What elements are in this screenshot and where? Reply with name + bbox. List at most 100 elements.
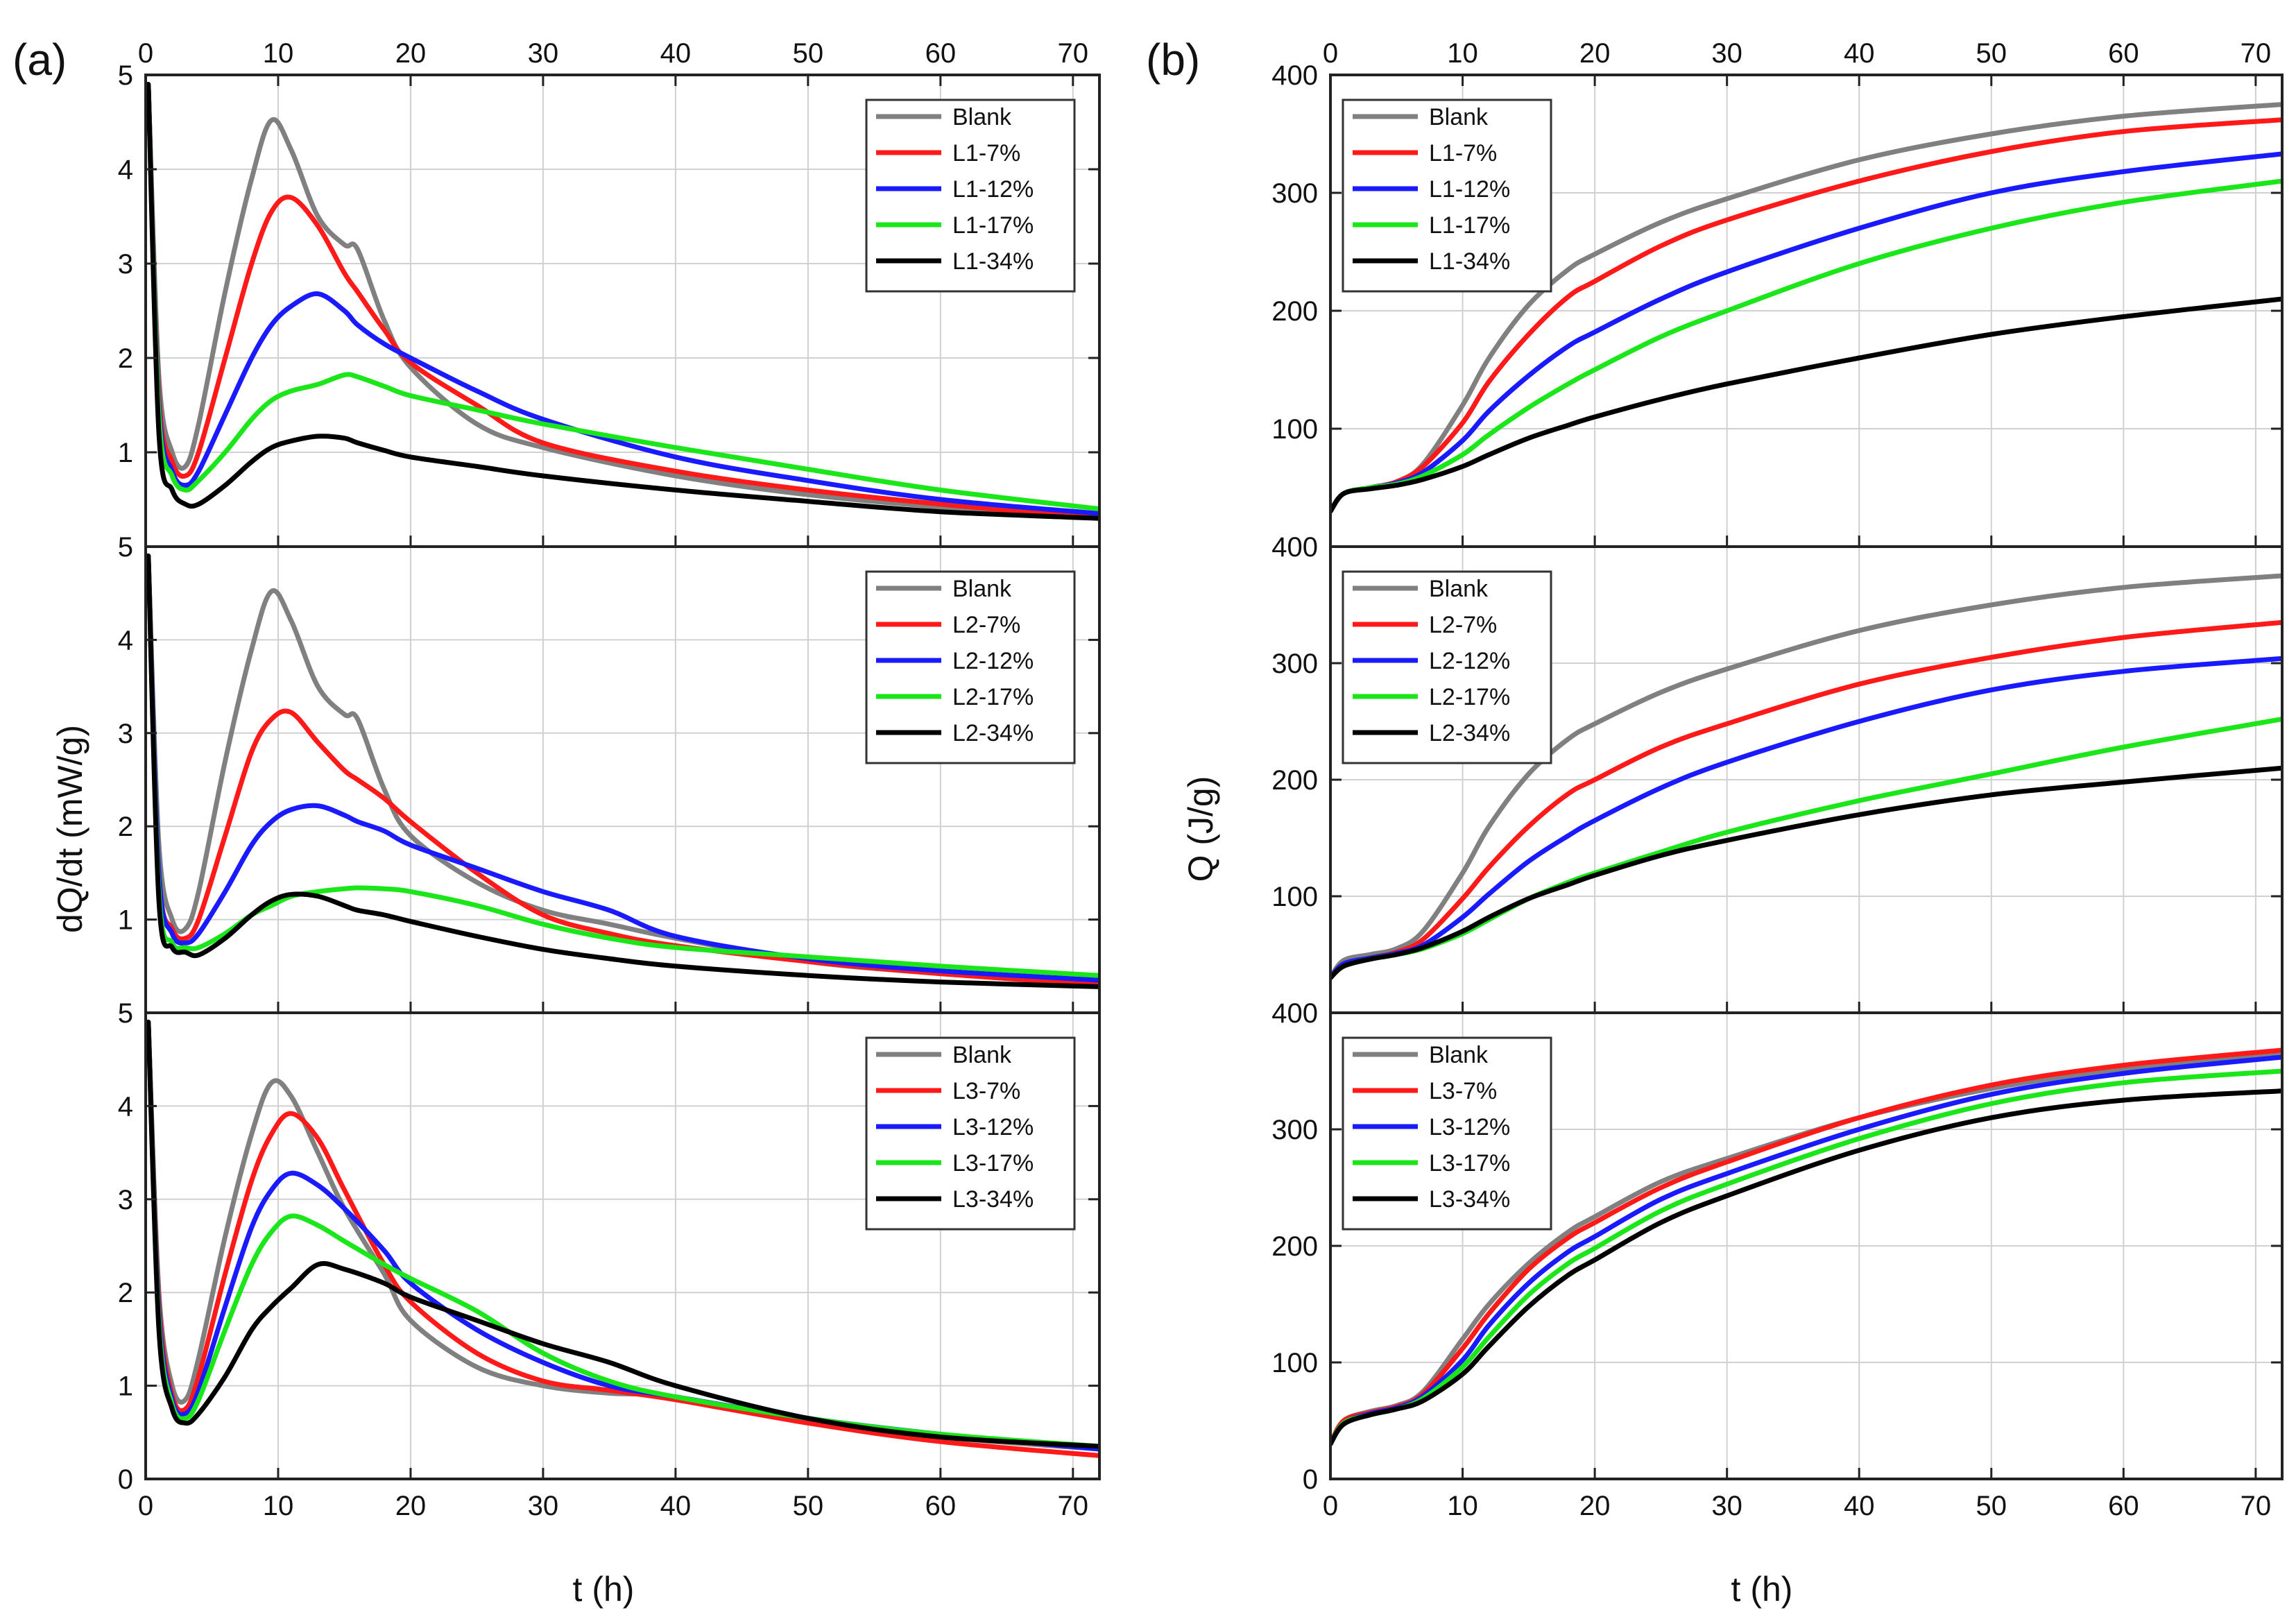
- legend-label: L1-17%: [952, 212, 1034, 239]
- legend: Blank L3-7% L3-12% L3-17% L3-34%: [1342, 1036, 1552, 1231]
- y-tick-label: 300: [1271, 649, 1318, 679]
- x-tick-label-top: 50: [793, 38, 824, 69]
- legend-label: L1-7%: [952, 140, 1020, 166]
- x-tick-label-top: 20: [395, 38, 427, 69]
- y-tick-label: 4: [118, 1091, 133, 1122]
- series-line-blank: [146, 82, 1099, 521]
- x-tick-label: 50: [793, 1491, 824, 1521]
- y-tick-label: 5: [118, 532, 133, 563]
- legend-label: L1-34%: [1429, 248, 1510, 275]
- legend: Blank L1-7% L1-12% L1-17% L1-34%: [1342, 99, 1552, 293]
- chart-a2: 1 2 3 4 5 Blank L2-7% L2-12% L2-17% L2-34%: [118, 532, 1101, 1014]
- x-tick-label: 50: [1976, 1491, 2007, 1521]
- x-tick-label: 10: [1447, 1491, 1478, 1521]
- x-tick-label-top: 50: [1976, 38, 2007, 69]
- legend: Blank L3-7% L3-12% L3-17% L3-34%: [865, 1036, 1076, 1231]
- y-tick-label: 4: [118, 155, 133, 185]
- x-tick-label: 0: [138, 1491, 153, 1521]
- x-tick-label-top: 40: [1844, 38, 1875, 69]
- y-tick-label: 200: [1271, 765, 1318, 796]
- series-line-l2-17pct: [146, 553, 1099, 978]
- x-tick-label-top: 20: [1579, 38, 1611, 69]
- legend-label: L2-17%: [952, 684, 1034, 710]
- legend-label: L3-12%: [952, 1114, 1034, 1140]
- chart-a1: 1 2 3 4 50 10 20 30 40 50 60 70 Blank L1-7% L1-12% L1-1…: [118, 38, 1101, 548]
- legend-label: Blank: [1429, 1042, 1489, 1068]
- legend: Blank L2-7% L2-12% L2-17% L2-34%: [1342, 570, 1552, 764]
- series-line-l3-34pct: [1330, 1088, 2282, 1447]
- x-tick-label-top: 10: [1447, 38, 1478, 69]
- series-line-l1-34pct: [1330, 296, 2282, 514]
- y-tick-label: 3: [118, 719, 133, 749]
- x-tick-label-top: 70: [2241, 38, 2272, 69]
- y-tick-label: 4: [118, 625, 133, 656]
- plot-frame: [144, 1011, 1101, 1480]
- y-tick-label: 400: [1271, 60, 1318, 91]
- y-tick-label: 300: [1271, 178, 1318, 209]
- legend: Blank L1-7% L1-12% L1-17% L1-34%: [865, 99, 1076, 293]
- x-tick-label: 20: [395, 1491, 427, 1521]
- legend-label: L2-34%: [952, 720, 1034, 746]
- y-tick-label: 2: [118, 812, 133, 842]
- x-axis-title-b: t (h): [1731, 1570, 1793, 1609]
- y-tick-label: 400: [1271, 998, 1318, 1029]
- legend-label: L1-7%: [1429, 140, 1497, 166]
- legend-label: Blank: [952, 104, 1012, 130]
- series-line-l2-12pct: [146, 553, 1099, 983]
- y-tick-label: 5: [118, 998, 133, 1029]
- x-tick-label: 70: [2241, 1491, 2272, 1521]
- y-tick-label: 1: [118, 1371, 133, 1402]
- legend-label: L2-12%: [952, 648, 1034, 674]
- legend-label: L1-12%: [952, 176, 1034, 203]
- legend-label: L3-7%: [952, 1078, 1020, 1104]
- series-line-l1-34pct: [146, 82, 1099, 521]
- y-tick-label: 5: [118, 60, 133, 91]
- x-tick-label-top: 60: [2108, 38, 2139, 69]
- x-tick-label-top: 30: [528, 38, 559, 69]
- x-tick-label: 30: [1711, 1491, 1742, 1521]
- legend-label: Blank: [952, 576, 1012, 602]
- x-tick-label: 20: [1579, 1491, 1611, 1521]
- series-line-l2-34pct: [146, 553, 1099, 989]
- legend: Blank L2-7% L2-12% L2-17% L2-34%: [865, 570, 1076, 764]
- y-tick-label: 300: [1271, 1115, 1318, 1145]
- legend-label: Blank: [1429, 576, 1489, 602]
- panel-label-a: (a): [12, 35, 67, 85]
- y-tick-label: 100: [1271, 882, 1318, 912]
- x-axis-title-a: t (h): [573, 1570, 635, 1609]
- series-line-l1-17pct: [146, 82, 1099, 512]
- legend-label: L2-12%: [1429, 648, 1510, 674]
- x-tick-label-top: 30: [1711, 38, 1742, 69]
- x-tick-label-top: 70: [1058, 38, 1089, 69]
- x-tick-label: 40: [660, 1491, 692, 1521]
- x-tick-label-top: 40: [660, 38, 692, 69]
- legend-label: Blank: [952, 1042, 1012, 1068]
- legend-label: L3-34%: [1429, 1186, 1510, 1213]
- legend-label: L1-34%: [952, 248, 1034, 275]
- x-tick-label: 60: [2108, 1491, 2139, 1521]
- y-tick-label: 400: [1271, 532, 1318, 563]
- x-tick-label: 60: [925, 1491, 957, 1521]
- x-tick-label-top: 0: [138, 38, 153, 69]
- x-tick-label: 0: [1323, 1491, 1338, 1521]
- y-tick-label: 1: [118, 438, 133, 468]
- legend-label: L1-17%: [1429, 212, 1510, 239]
- series-line-l2-34pct: [1330, 765, 2282, 981]
- legend-label: L3-17%: [952, 1150, 1034, 1177]
- legend-label: L3-34%: [952, 1186, 1034, 1213]
- legend-label: L3-17%: [1429, 1150, 1510, 1177]
- legend-label: L3-7%: [1429, 1078, 1497, 1104]
- x-tick-label-top: 60: [925, 38, 957, 69]
- series-line-l3-34pct: [146, 1019, 1099, 1449]
- x-tick-label: 40: [1844, 1491, 1875, 1521]
- legend-label: L2-7%: [952, 612, 1020, 638]
- x-tick-label: 10: [263, 1491, 294, 1521]
- chart-b3: 0 100 200 300 400 0 10 20 30 40 50 60 70 Blank L3-7% L3…: [1271, 998, 2284, 1521]
- x-tick-label: 30: [528, 1491, 559, 1521]
- legend-label: L2-7%: [1429, 612, 1497, 638]
- legend-label: L1-12%: [1429, 176, 1510, 203]
